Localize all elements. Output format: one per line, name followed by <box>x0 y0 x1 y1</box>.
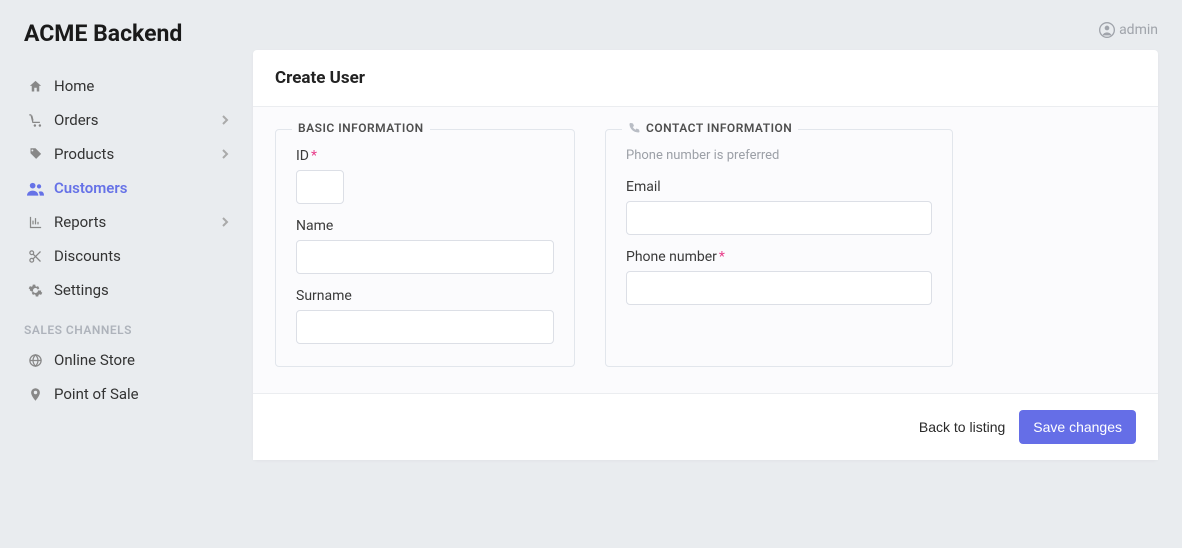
chevron-right-icon <box>221 216 229 228</box>
gear-icon <box>24 283 46 298</box>
sidebar-item-label: Reports <box>54 213 221 231</box>
sidebar-item-customers[interactable]: Customers <box>24 171 253 205</box>
users-icon <box>24 181 46 196</box>
contact-legend-text: CONTACT INFORMATION <box>646 121 792 135</box>
sidebar-item-label: Home <box>54 77 229 95</box>
sidebar-item-home[interactable]: Home <box>24 69 253 103</box>
surname-label: Surname <box>296 288 554 304</box>
contact-info-fieldset: CONTACT INFORMATION Phone number is pref… <box>605 129 953 367</box>
topbar: admin <box>253 18 1158 42</box>
phone-label: Phone number* <box>626 249 932 265</box>
sidebar-item-products[interactable]: Products <box>24 137 253 171</box>
id-label: ID* <box>296 148 554 164</box>
home-icon <box>24 79 46 94</box>
field-group-name: Name <box>296 218 554 274</box>
create-user-card: Create User BASIC INFORMATION ID* Name <box>253 50 1158 460</box>
id-label-text: ID <box>296 148 309 164</box>
field-group-email: Email <box>626 179 932 235</box>
sidebar-item-label: Customers <box>54 179 229 197</box>
sidebar-item-discounts[interactable]: Discounts <box>24 239 253 273</box>
chevron-right-icon <box>221 148 229 160</box>
page-title: Create User <box>275 68 1136 88</box>
card-body: BASIC INFORMATION ID* Name Surname <box>253 107 1158 393</box>
cart-icon <box>24 113 46 128</box>
sidebar-item-pos[interactable]: Point of Sale <box>24 377 253 411</box>
sidebar-item-reports[interactable]: Reports <box>24 205 253 239</box>
sidebar-item-label: Orders <box>54 111 221 129</box>
globe-icon <box>24 353 46 368</box>
card-header: Create User <box>253 50 1158 107</box>
sidebar-item-label: Settings <box>54 281 229 299</box>
required-mark: * <box>719 249 725 265</box>
current-user[interactable]: admin <box>1119 22 1158 38</box>
phone-icon <box>628 122 640 134</box>
sidebar-item-label: Online Store <box>54 351 229 369</box>
sidebar-section-label: SALES CHANNELS <box>24 323 253 337</box>
chevron-right-icon <box>221 114 229 126</box>
tag-icon <box>24 147 46 162</box>
brand-title: ACME Backend <box>24 20 253 47</box>
card-footer: Back to listing Save changes <box>253 393 1158 460</box>
basic-info-legend: BASIC INFORMATION <box>292 121 430 135</box>
field-group-id: ID* <box>296 148 554 204</box>
required-mark: * <box>311 148 317 164</box>
field-group-phone: Phone number* <box>626 249 932 305</box>
surname-input[interactable] <box>296 310 554 344</box>
save-changes-button[interactable]: Save changes <box>1019 410 1136 444</box>
field-group-surname: Surname <box>296 288 554 344</box>
sidebar-item-label: Products <box>54 145 221 163</box>
email-input[interactable] <box>626 201 932 235</box>
basic-info-fieldset: BASIC INFORMATION ID* Name Surname <box>275 129 575 367</box>
sidebar-item-settings[interactable]: Settings <box>24 273 253 307</box>
user-icon <box>1099 22 1115 38</box>
sidebar-item-orders[interactable]: Orders <box>24 103 253 137</box>
chart-icon <box>24 215 46 230</box>
id-input[interactable] <box>296 170 344 204</box>
email-label: Email <box>626 179 932 195</box>
sidebar-item-label: Point of Sale <box>54 385 229 403</box>
scissors-icon <box>24 249 46 264</box>
back-to-listing-button[interactable]: Back to listing <box>919 419 1005 435</box>
sidebar-item-online-store[interactable]: Online Store <box>24 343 253 377</box>
map-pin-icon <box>24 387 46 402</box>
name-label: Name <box>296 218 554 234</box>
contact-hint: Phone number is preferred <box>626 148 932 163</box>
contact-info-legend: CONTACT INFORMATION <box>622 121 798 135</box>
phone-input[interactable] <box>626 271 932 305</box>
phone-label-text: Phone number <box>626 249 717 265</box>
sidebar-item-label: Discounts <box>54 247 229 265</box>
name-input[interactable] <box>296 240 554 274</box>
